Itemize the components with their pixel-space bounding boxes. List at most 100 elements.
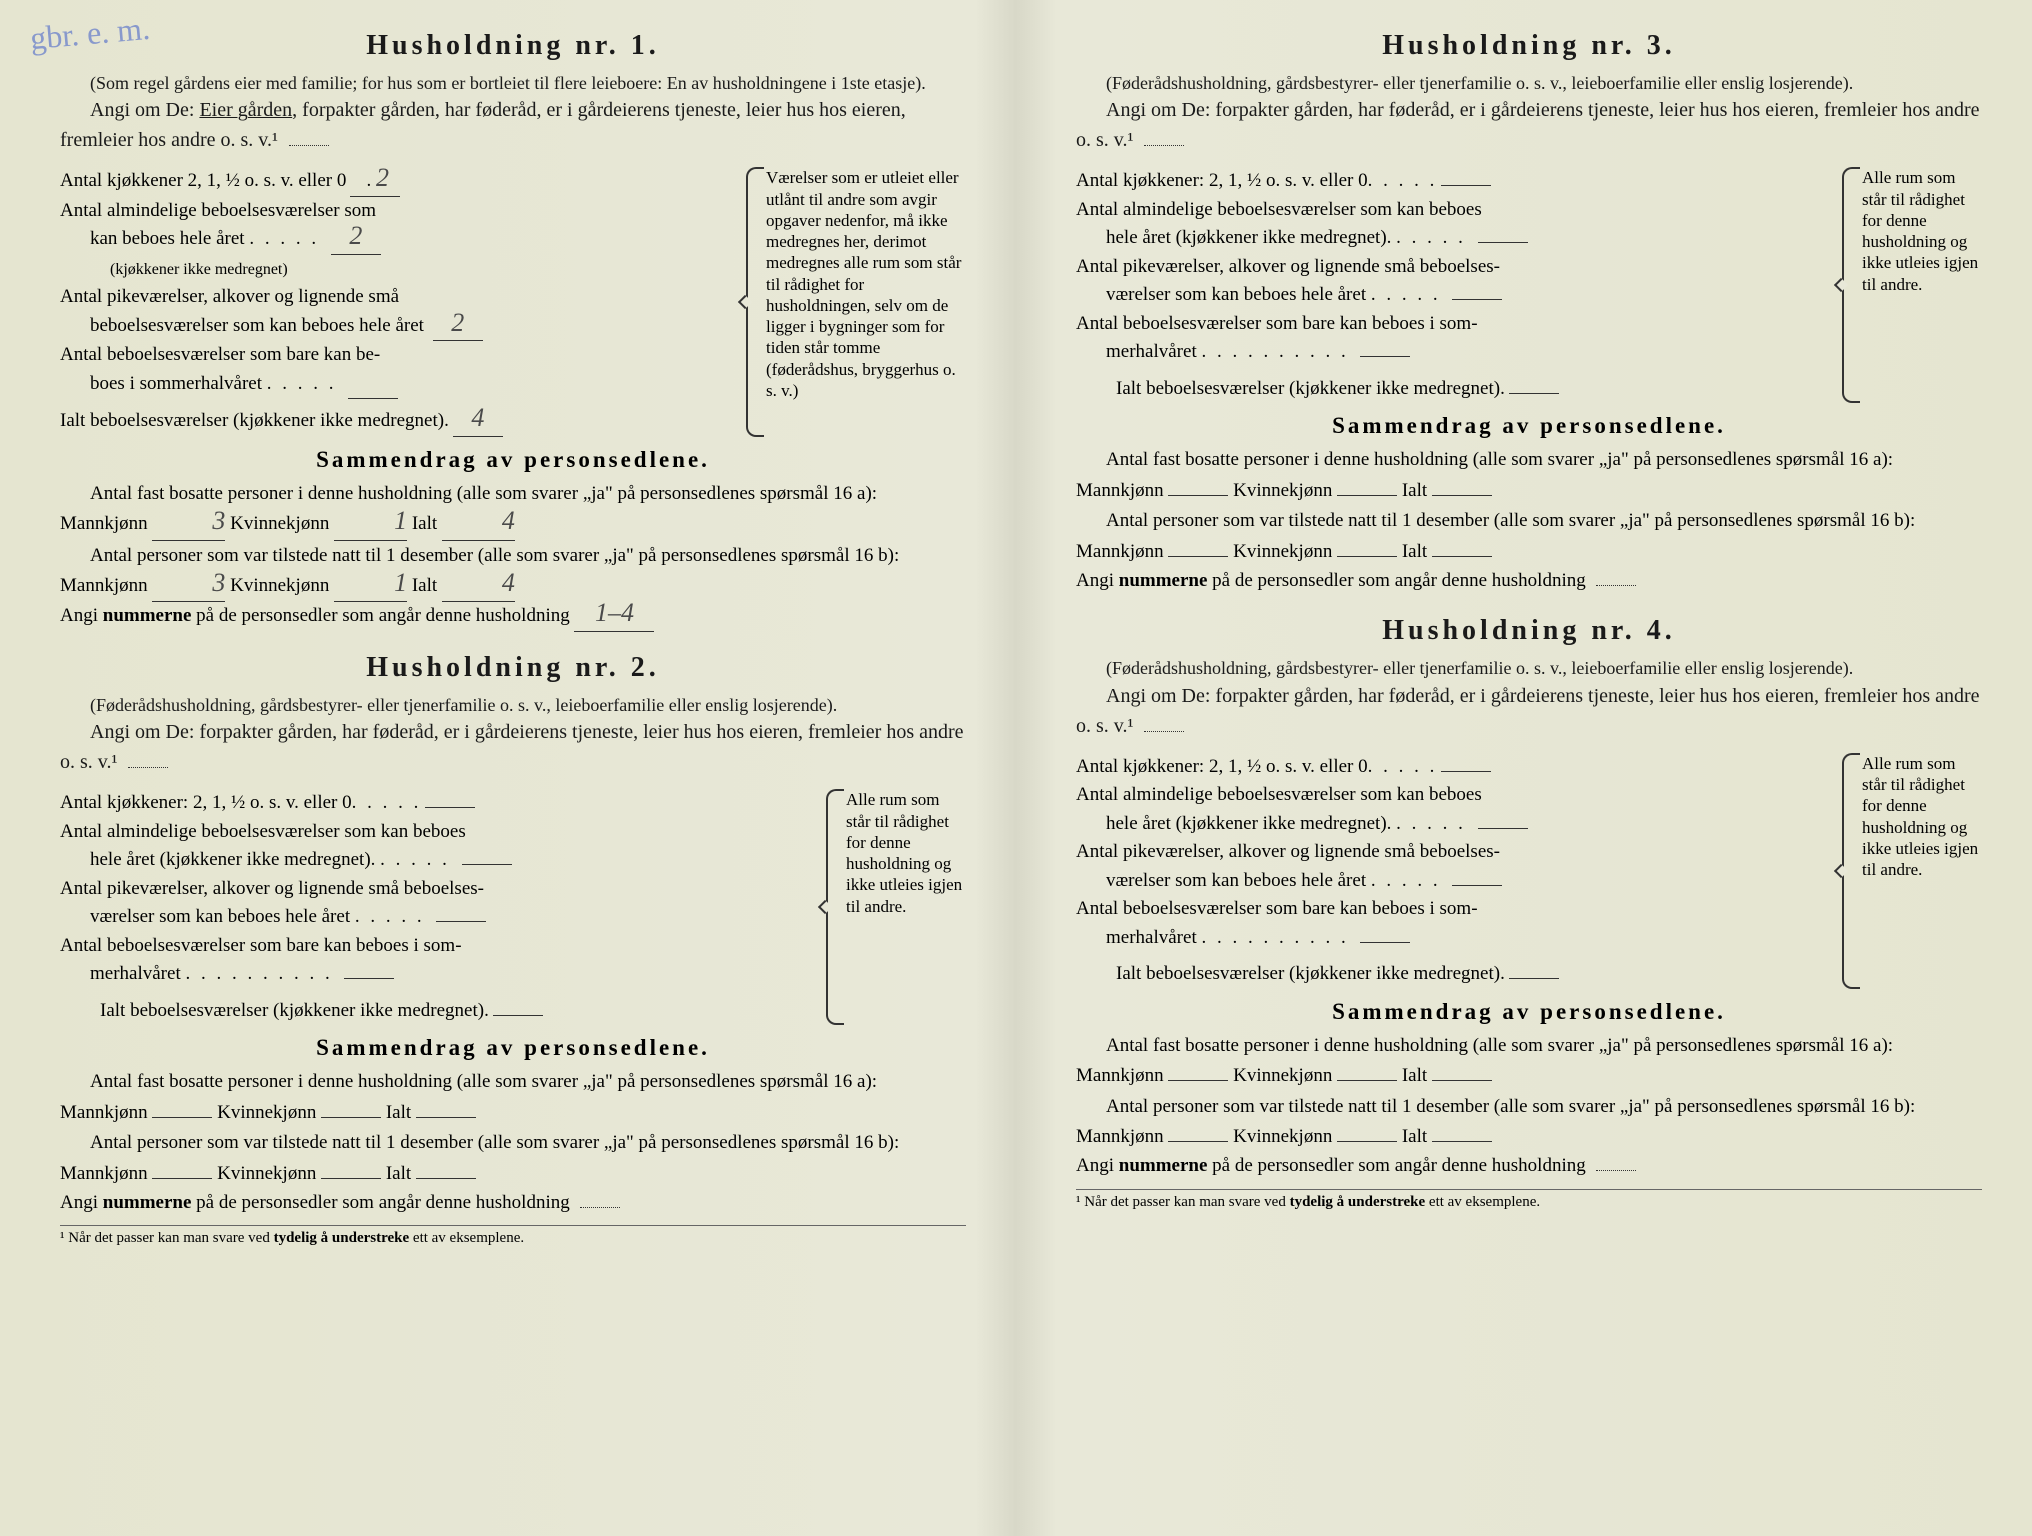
h1-q3-fill[interactable]: 2 (433, 312, 483, 342)
dots (185, 963, 263, 984)
h3-s2m-fill[interactable] (1168, 556, 1228, 557)
brace-icon (1842, 167, 1860, 403)
h1-owner-underlined: Eier gården (199, 99, 292, 121)
h4-angi-om: Angi om De: forpakter gården, har føderå… (1076, 681, 1982, 741)
h4-s1m-fill[interactable] (1168, 1080, 1228, 1081)
h2-q5-fill[interactable] (493, 1015, 543, 1016)
h3-paren: (Føderådshusholdning, gårdsbestyrer- ell… (1076, 72, 1982, 95)
document-page: gbr. e. m. Husholdning nr. 1. (Som regel… (0, 0, 2032, 1536)
h4-q2-fill[interactable] (1478, 828, 1528, 829)
h4-angi-num: Angi nummerne på de personsedler som ang… (1076, 1152, 1982, 1181)
h2-angi-num-fill[interactable] (580, 1207, 620, 1208)
h3-s1: Antal fast bosatte personer i denne hush… (1076, 445, 1982, 506)
h2-q3-fill[interactable] (436, 921, 486, 922)
h3-s1-text: Antal fast bosatte personer i denne hush… (1076, 449, 1893, 500)
h1-s1: Antal fast bosatte personer i denne hush… (60, 479, 966, 541)
h3-q3a: Antal pikeværelser, alkover og lignende … (1076, 256, 1500, 277)
h2-angi-fill[interactable] (128, 767, 168, 768)
h2-paren: (Føderådshusholdning, gårdsbestyrer- ell… (60, 694, 966, 717)
left-footnote-bold: tydelig å understreke (274, 1230, 410, 1246)
h3-s2k-fill[interactable] (1337, 556, 1397, 557)
dots (1279, 927, 1357, 948)
h1-angi-fill[interactable] (289, 145, 329, 146)
h3-s1k-fill[interactable] (1337, 495, 1397, 496)
h4-q3b: værelser som kan beboes hele året (1076, 870, 1366, 891)
dots (249, 228, 327, 249)
h3-q2-fill[interactable] (1478, 242, 1528, 243)
h1-q4-fill[interactable] (348, 370, 398, 400)
h4-angi-num-fill[interactable] (1596, 1170, 1636, 1171)
h4-q5-fill[interactable] (1509, 978, 1559, 979)
h3-angi-fill[interactable] (1144, 145, 1184, 146)
h4-s2m-fill[interactable] (1168, 1141, 1228, 1142)
h1-title: Husholdning nr. 1. (60, 30, 966, 62)
h2-q2b: hele året (kjøkkener ikke medregnet). (60, 849, 375, 870)
h1-s2: Antal personer som var tilstede natt til… (60, 541, 966, 603)
h1-s2k-fill[interactable]: 1 (334, 571, 407, 602)
h4-s2i-fill[interactable] (1432, 1141, 1492, 1142)
h3-s1m-fill[interactable] (1168, 495, 1228, 496)
h3-angi-num: Angi nummerne på de personsedler som ang… (1076, 567, 1982, 596)
h2-q1-fill[interactable] (425, 807, 475, 808)
h4-paren: (Føderådshusholdning, gårdsbestyrer- ell… (1076, 657, 1982, 680)
h4-q3-fill[interactable] (1452, 885, 1502, 886)
h4-s1k-fill[interactable] (1337, 1080, 1397, 1081)
h3-sidenote: Alle rum som står til rådighet for denne… (1842, 167, 1982, 403)
h1-s1i-fill[interactable]: 4 (442, 509, 515, 540)
h3-q4-fill[interactable] (1360, 356, 1410, 357)
h1-s1k-fill[interactable]: 1 (334, 509, 407, 540)
h2-q2-fill[interactable] (462, 864, 512, 865)
h3-s2i-fill[interactable] (1432, 556, 1492, 557)
h3-s2: Antal personer som var tilstede natt til… (1076, 506, 1982, 567)
h3-angi-num-pre: Angi (1076, 570, 1119, 591)
h2-q4-fill[interactable] (344, 978, 394, 979)
h1-s1m-fill[interactable]: 3 (152, 509, 225, 540)
h3-q2b: hele året (kjøkkener ikke medregnet). (1076, 227, 1391, 248)
h1-s2i-fill[interactable]: 4 (442, 571, 515, 602)
dots (380, 849, 458, 870)
h2-s1m-fill[interactable] (152, 1117, 212, 1118)
h2-s2i-fill[interactable] (416, 1178, 476, 1179)
h2-s1k-fill[interactable] (321, 1117, 381, 1118)
h4-angi-num-pre: Angi (1076, 1155, 1119, 1176)
h2-s1i-label: Ialt (386, 1102, 411, 1123)
h2-angi-text: Angi om De: forpakter gården, har føderå… (60, 721, 964, 773)
h1-s2i-label: Ialt (412, 575, 437, 596)
h4-angi-fill[interactable] (1144, 731, 1184, 732)
h3-q1-fill[interactable] (1441, 185, 1491, 186)
h3-q5-fill[interactable] (1509, 393, 1559, 394)
h1-q1-row: Antal kjøkkener 2, 1, ½ o. s. v. eller 0… (60, 167, 746, 197)
h3-s1i-fill[interactable] (1432, 495, 1492, 496)
h2-q2a: Antal almindelige beboelsesværelser som … (60, 821, 466, 842)
h4-q5-row: Ialt beboelsesværelser (kjøkkener ikke m… (1076, 960, 1842, 989)
h2-s2k-fill[interactable] (321, 1178, 381, 1179)
h4-q1-fill[interactable] (1441, 771, 1491, 772)
h1-q1-fill[interactable]: . 2 (350, 167, 400, 197)
right-footnote-bold: tydelig å understreke (1290, 1194, 1426, 1210)
h4-q1-label: Antal kjøkkener: 2, 1, ½ o. s. v. eller … (1076, 753, 1368, 782)
h1-q2-fill[interactable]: 2 (331, 225, 381, 255)
h4-angi-num-rest: på de personsedler som angår denne husho… (1207, 1155, 1585, 1176)
h2-sidenote-text: Alle rum som står til rådighet for denne… (846, 790, 962, 915)
h1-q5-fill[interactable]: 4 (453, 407, 503, 437)
h4-s1i-fill[interactable] (1432, 1080, 1492, 1081)
h3-angi-num-fill[interactable] (1596, 585, 1636, 586)
h2-q5-label: Ialt beboelsesværelser (kjøkkener ikke m… (100, 997, 489, 1026)
brace-icon (826, 789, 844, 1025)
h2-s1i-fill[interactable] (416, 1117, 476, 1118)
brace-icon (1842, 753, 1860, 989)
h1-s2m-fill[interactable]: 3 (152, 571, 225, 602)
h3-q3-fill[interactable] (1452, 299, 1502, 300)
h2-s2m-fill[interactable] (152, 1178, 212, 1179)
h4-s2k-label: Kvinnekjønn (1233, 1126, 1332, 1147)
h1-q3a: Antal pikeværelser, alkover og lignende … (60, 286, 399, 307)
h4-s2k-fill[interactable] (1337, 1141, 1397, 1142)
h1-angi-om: Angi om De: Eier gården, forpakter gårde… (60, 95, 966, 155)
h3-q4b: merhalvåret (1076, 341, 1197, 362)
h4-q4-fill[interactable] (1360, 942, 1410, 943)
h2-q-left: Antal kjøkkener: 2, 1, ½ o. s. v. eller … (60, 789, 826, 1025)
h4-s2-text: Antal personer som var tilstede natt til… (1076, 1096, 1915, 1147)
dots (1201, 927, 1279, 948)
h3-q5-row: Ialt beboelsesværelser (kjøkkener ikke m… (1076, 375, 1842, 404)
h1-angi-num-fill[interactable]: 1–4 (574, 602, 654, 632)
